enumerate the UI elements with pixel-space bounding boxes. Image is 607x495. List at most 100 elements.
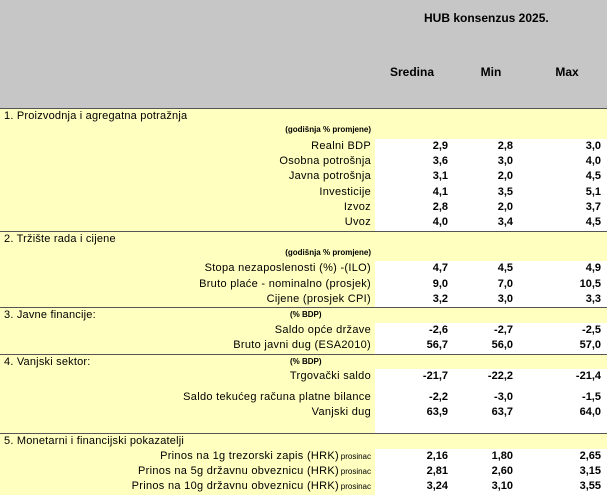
- table-row: Saldo tekućeg računa platne bilance -2,2…: [0, 387, 607, 405]
- sredina-value: -21,7: [422, 369, 448, 382]
- max-value: 2,65: [579, 449, 601, 462]
- table-row: Trgovački saldo -21,7 -22,2 -21,4: [0, 368, 607, 388]
- min-value: 2,0: [497, 201, 513, 214]
- section-row: 3. Javne financije: (% BDP): [0, 307, 607, 323]
- sredina-value: 63,9: [426, 405, 448, 418]
- min-value: 1,80: [491, 449, 513, 462]
- min-value: 3,4: [497, 216, 513, 229]
- row-label: Javna potrošnja: [288, 170, 371, 183]
- max-value: -21,4: [575, 369, 601, 382]
- section-row: 5. Monetarni i financijski pokazatelji: [0, 433, 607, 449]
- sredina-value: 3,2: [432, 293, 448, 306]
- period-note: prosinac: [340, 451, 371, 461]
- section-label: 2. Tržište rada i cijene: [4, 232, 116, 245]
- column-header-max: Max: [555, 65, 579, 79]
- row-label: Trgovački saldo: [289, 369, 371, 382]
- min-value: 63,7: [491, 405, 513, 418]
- row-label: Osobna potrošnja: [279, 155, 371, 168]
- sredina-value: 4,0: [432, 216, 448, 229]
- spacer-row: [0, 420, 607, 434]
- min-value: -3,0: [494, 390, 513, 403]
- max-value: 64,0: [579, 405, 601, 418]
- row-label: Bruto plaće - nominalno (prosjek): [199, 277, 371, 290]
- max-value: 5,1: [585, 185, 601, 198]
- table-row: Prinos na 5g državnu obveznicu (HRK) pro…: [0, 463, 607, 480]
- period-note: prosinac: [340, 466, 371, 476]
- table-row: Prinos na 1g trezorski zapis (HRK) prosi…: [0, 448, 607, 464]
- row-label: Prinos na 1g trezorski zapis (HRK): [160, 449, 339, 462]
- sredina-value: 2,81: [426, 464, 448, 477]
- table-row: Saldo opće države -2,6 -2,7 -2,5: [0, 322, 607, 339]
- section-row: 1. Proizvodnja i agregatna potražnja: [0, 108, 607, 124]
- unit-label: (% BDP): [290, 356, 322, 366]
- section-row: 4. Vanjski sektor: (% BDP): [0, 353, 607, 369]
- sredina-value: -2,6: [429, 323, 448, 336]
- table-row: Bruto javni dug (ESA2010) 56,7 56,0 57,0: [0, 338, 607, 354]
- sredina-value: -2,2: [429, 390, 448, 403]
- max-value: 57,0: [579, 339, 601, 352]
- column-header-sredina: Sredina: [389, 65, 434, 79]
- row-label: Uvoz: [344, 216, 371, 229]
- sredina-value: 56,7: [426, 339, 448, 352]
- min-value: -2,7: [494, 323, 513, 336]
- table-row: Vanjski dug 63,9 63,7 64,0: [0, 404, 607, 421]
- unit-row: (godišnja % promjene): [0, 123, 607, 139]
- sredina-value: 2,9: [432, 139, 448, 152]
- max-value: -1,5: [582, 390, 601, 403]
- max-value: 3,7: [585, 201, 601, 214]
- sredina-value: 2,8: [432, 201, 448, 214]
- row-label: Saldo opće države: [274, 323, 371, 336]
- table-body: 1. Proizvodnja i agregatna potražnja (go…: [0, 108, 607, 495]
- max-value: 10,5: [579, 277, 601, 290]
- table-row: Uvoz 4,0 3,4 4,5: [0, 215, 607, 231]
- min-value: 3,0: [497, 155, 513, 168]
- table-row: Bruto plaće - nominalno (prosjek) 9,0 7,0…: [0, 276, 607, 293]
- section-label: 4. Vanjski sektor:: [4, 355, 91, 368]
- sredina-value: 2,16: [426, 449, 448, 462]
- table-row: Prinos na 10g državnu obveznicu (HRK) pr…: [0, 479, 607, 495]
- max-value: 4,9: [585, 262, 601, 275]
- period-note: prosinac: [340, 482, 371, 492]
- row-label: Investicije: [319, 185, 371, 198]
- min-value: 56,0: [491, 339, 513, 352]
- table-title: HUB konsenzus 2025.: [424, 11, 549, 25]
- sredina-value: 3,6: [432, 155, 448, 168]
- table-row: Cijene (prosjek CPI) 3,2 3,0 3,3: [0, 292, 607, 308]
- row-label: Vanjski dug: [311, 405, 371, 418]
- unit-label: (godišnja % promjene): [285, 125, 371, 135]
- table-row: Realni BDP 2,9 2,8 3,0: [0, 138, 607, 155]
- min-value: 3,10: [491, 480, 513, 493]
- unit-label: (godišnja % promjene): [285, 248, 371, 258]
- min-value: -22,2: [487, 369, 513, 382]
- table-row: Javna potrošnja 3,1 2,0 4,5: [0, 169, 607, 185]
- table-header: HUB konsenzus 2025. Sredina Min Max: [0, 0, 607, 108]
- column-header-min: Min: [480, 65, 502, 79]
- min-value: 3,5: [497, 185, 513, 198]
- sredina-value: 9,0: [432, 277, 448, 290]
- sredina-value: 3,24: [426, 480, 448, 493]
- row-label: Bruto javni dug (ESA2010): [233, 339, 371, 352]
- min-value: 2,8: [497, 139, 513, 152]
- row-label: Prinos na 10g državnu obveznicu (HRK): [131, 480, 339, 493]
- row-label: Realni BDP: [311, 139, 371, 152]
- min-value: 2,0: [497, 170, 513, 183]
- max-value: 3,0: [585, 139, 601, 152]
- row-label: Prinos na 5g državnu obveznicu (HRK): [138, 464, 339, 477]
- max-value: -2,5: [582, 323, 601, 336]
- table-row: Izvoz 2,8 2,0 3,7: [0, 200, 607, 216]
- section-label: 3. Javne financije:: [4, 309, 96, 322]
- table-row: Stopa nezaposlenosti (%) -(ILO) 4,7 4,5 4,…: [0, 261, 607, 277]
- max-value: 4,0: [585, 155, 601, 168]
- max-value: 3,15: [579, 464, 601, 477]
- sredina-value: 3,1: [432, 170, 448, 183]
- max-value: 3,3: [585, 293, 601, 306]
- table-row: Investicije 4,1 3,5 5,1: [0, 184, 607, 201]
- sredina-value: 4,1: [432, 185, 448, 198]
- row-label: Izvoz: [343, 201, 371, 214]
- min-value: 7,0: [497, 277, 513, 290]
- section-label: 1. Proizvodnja i agregatna potražnja: [4, 110, 188, 122]
- min-value: 2,60: [491, 464, 513, 477]
- row-label: Cijene (prosjek CPI): [266, 293, 371, 306]
- max-value: 4,5: [585, 170, 601, 183]
